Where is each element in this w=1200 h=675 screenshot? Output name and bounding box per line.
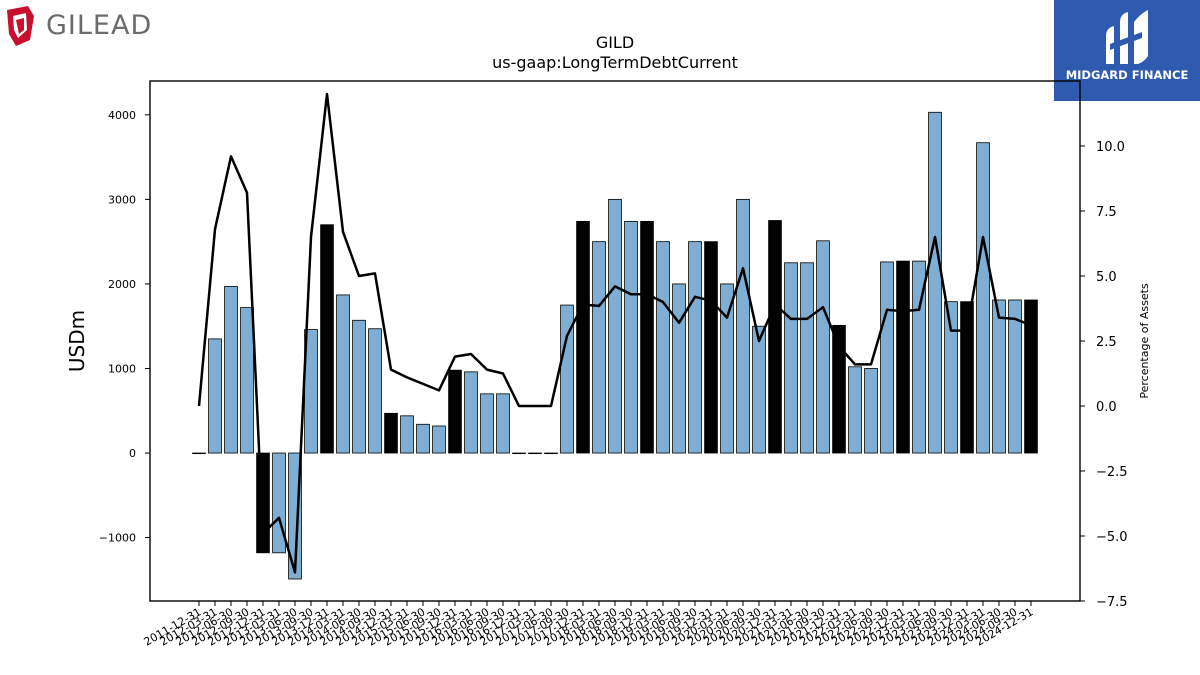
y2-tick-label: 10.0 (1096, 140, 1125, 155)
bar (512, 452, 526, 455)
gilead-logo: GILEAD (4, 4, 174, 48)
bar (608, 198, 622, 454)
percentage-line (197, 92, 1032, 574)
chart-title: GILD (596, 33, 634, 52)
y-tick-label: 2000 (108, 278, 136, 291)
bar (816, 240, 830, 454)
y2-tick-label: 0.0 (1096, 400, 1117, 415)
y2-tick-label: −7.5 (1096, 595, 1128, 610)
bar (880, 261, 894, 454)
bar (848, 366, 862, 454)
y2-tick-label: 5.0 (1096, 270, 1117, 285)
bar (256, 452, 270, 554)
bar (416, 423, 430, 454)
y2-tick-label: 7.5 (1096, 205, 1117, 220)
midgard-finance-logo: MIDGARD FINANCE (1054, 0, 1200, 101)
bar (528, 452, 542, 455)
bar (688, 241, 702, 454)
bar (384, 412, 398, 454)
bar (720, 283, 734, 454)
bar (1008, 299, 1022, 454)
line-series (197, 92, 1032, 574)
bar (896, 260, 910, 454)
bar (480, 393, 494, 454)
bar (784, 262, 798, 454)
bar (752, 325, 766, 454)
y2-axis-label: Percentage of Assets (1138, 283, 1151, 399)
bar (736, 198, 750, 454)
bar (320, 224, 334, 454)
bar (592, 241, 606, 454)
midgard-mark-icon (1106, 10, 1148, 64)
y-tick-label: 4000 (108, 109, 136, 122)
bar (576, 220, 590, 454)
bar (800, 262, 814, 454)
bar-series (192, 111, 1038, 580)
bar (432, 425, 446, 454)
bar (768, 220, 782, 454)
bar (864, 368, 878, 454)
bar (976, 142, 990, 454)
bar (496, 393, 510, 454)
bar (960, 301, 974, 454)
bar (368, 328, 382, 454)
bar (928, 111, 942, 454)
bar (640, 220, 654, 454)
bar (656, 241, 670, 454)
bar (672, 283, 686, 454)
chart-subtitle: us-gaap:LongTermDebtCurrent (492, 53, 738, 72)
y2-tick-label: −5.0 (1096, 530, 1128, 545)
y-tick-label: 3000 (108, 193, 136, 206)
midgard-wordmark: MIDGARD FINANCE (1065, 68, 1189, 82)
bar (1024, 299, 1038, 454)
bar (464, 371, 478, 454)
y-tick-label: −1000 (99, 532, 136, 545)
bar (704, 241, 718, 454)
bar (192, 452, 206, 455)
gilead-wordmark: GILEAD (46, 10, 153, 41)
bar (352, 319, 366, 454)
gilead-mark-icon (7, 6, 34, 46)
axes: −1000 0 1000 2000 3000 4000 −7.5 −5.0 −2.5 0.0 2.5… (99, 80, 1128, 649)
y-axis-label: USDm (65, 310, 89, 372)
bar (240, 307, 254, 454)
bar (544, 452, 558, 455)
bar (832, 324, 846, 454)
bar (224, 286, 238, 454)
bar (992, 299, 1006, 454)
bar (272, 452, 286, 554)
bar (400, 415, 414, 454)
y-tick-label: 1000 (108, 362, 136, 375)
bar (624, 220, 638, 454)
y2-tick-label: −2.5 (1096, 465, 1128, 480)
bar (208, 338, 222, 454)
y2-tick-label: 2.5 (1096, 335, 1117, 350)
bar (448, 369, 462, 454)
bar (944, 301, 958, 454)
bar (336, 294, 350, 454)
y-tick-label: 0 (129, 447, 136, 460)
bar (560, 304, 574, 454)
